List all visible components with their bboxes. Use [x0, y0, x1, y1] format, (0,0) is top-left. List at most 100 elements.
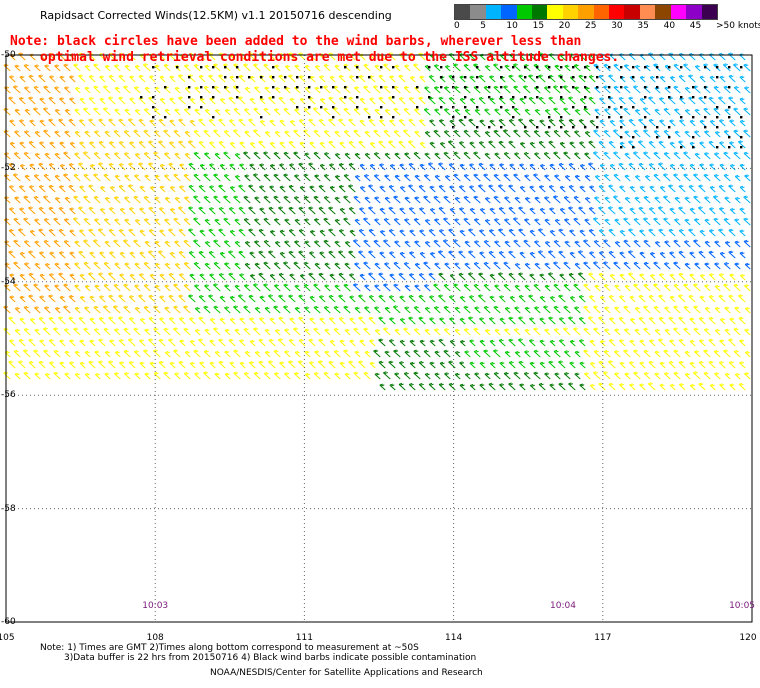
wind-barb — [149, 361, 156, 369]
wind-barb — [112, 305, 121, 314]
wind-barb — [689, 361, 696, 369]
wind-barb — [69, 207, 76, 215]
wind-barb — [274, 87, 281, 94]
wind-barb — [489, 163, 496, 171]
wind-barb — [648, 162, 656, 171]
wind-barb — [159, 295, 166, 303]
wind-barb — [689, 384, 696, 391]
wind-barb — [728, 338, 736, 347]
wind-barb — [219, 295, 226, 303]
wind-barb — [127, 184, 136, 193]
wind-barb — [109, 251, 116, 259]
wind-barb — [584, 174, 591, 182]
wind-barb — [204, 240, 211, 248]
wind-barb — [719, 141, 726, 149]
wind-barb — [694, 64, 701, 72]
wind-barb — [18, 338, 26, 347]
wind-barb — [369, 141, 376, 149]
contamination-marker — [428, 66, 431, 69]
wind-barb — [209, 273, 216, 281]
wind-barb — [688, 52, 696, 61]
wind-barb — [38, 206, 46, 215]
wind-barb — [169, 251, 176, 259]
wind-barb — [502, 129, 511, 138]
contamination-marker — [332, 116, 335, 119]
wind-barb — [344, 241, 351, 248]
wind-barb — [443, 86, 451, 94]
wind-barb — [428, 162, 436, 171]
wind-barb — [283, 107, 291, 116]
wind-barb — [129, 141, 136, 149]
wind-barb — [678, 184, 686, 193]
wind-barb — [269, 317, 276, 325]
wind-barb — [139, 361, 146, 369]
wind-barb — [113, 152, 121, 160]
wind-barb — [204, 64, 211, 72]
wind-barb — [734, 240, 741, 248]
wind-barb — [133, 129, 141, 138]
wind-barb — [328, 96, 336, 105]
wind-barb — [288, 140, 296, 149]
wind-barb — [204, 108, 211, 116]
wind-barb — [318, 206, 326, 215]
wind-barb — [509, 295, 516, 303]
footer-note-line1: Note: 1) Times are GMT 2)Times along bot… — [40, 643, 419, 653]
wind-barb — [118, 228, 126, 237]
wind-barb — [78, 74, 86, 83]
wind-barb — [553, 129, 561, 138]
wind-barb — [643, 217, 651, 226]
wind-barb — [583, 349, 591, 358]
wind-barb — [278, 316, 286, 325]
wind-barb — [434, 218, 441, 226]
wind-barb — [548, 140, 556, 149]
wind-barb — [458, 250, 466, 259]
wind-barb — [633, 283, 641, 292]
contamination-marker — [608, 66, 611, 69]
wind-barb — [43, 85, 51, 94]
wind-barb — [538, 382, 546, 391]
wind-barb — [314, 65, 321, 72]
wind-barb — [483, 173, 491, 182]
wind-barb — [363, 239, 371, 248]
wind-barb — [134, 64, 141, 72]
wind-barb — [518, 206, 526, 215]
wind-barb — [293, 327, 301, 336]
wind-barb — [743, 151, 751, 160]
wind-barb — [214, 350, 221, 358]
contamination-marker — [608, 116, 611, 119]
contamination-marker — [668, 136, 671, 139]
contamination-marker — [548, 76, 551, 79]
wind-barb — [148, 250, 156, 259]
wind-barb — [703, 371, 711, 380]
wind-barb — [573, 283, 581, 292]
wind-barb — [118, 74, 126, 83]
wind-barb — [737, 294, 746, 303]
wind-barb — [579, 383, 586, 391]
wind-barb — [118, 294, 126, 303]
wind-barb — [708, 316, 716, 325]
wind-barb — [298, 118, 306, 127]
wind-barb — [63, 63, 71, 72]
contamination-marker — [572, 76, 575, 79]
wind-barb — [429, 252, 436, 259]
wind-barb — [19, 251, 26, 259]
wind-barb — [34, 130, 41, 138]
wind-barb — [303, 195, 311, 204]
wind-barb — [589, 119, 596, 127]
wind-barb — [304, 64, 311, 72]
wind-barb — [253, 371, 261, 380]
wind-barb — [308, 118, 316, 127]
wind-barb — [473, 173, 481, 182]
wind-barb — [514, 306, 521, 314]
wind-barb — [524, 328, 531, 336]
wind-barb — [259, 97, 266, 105]
wind-barb — [123, 129, 131, 138]
wind-barb — [514, 350, 521, 358]
wind-barb — [284, 240, 291, 248]
wind-barb — [93, 305, 101, 314]
wind-barb — [294, 350, 301, 358]
wind-barb — [288, 74, 296, 83]
wind-barb — [64, 350, 71, 358]
wind-barb — [297, 360, 306, 369]
wind-barb — [603, 284, 611, 292]
